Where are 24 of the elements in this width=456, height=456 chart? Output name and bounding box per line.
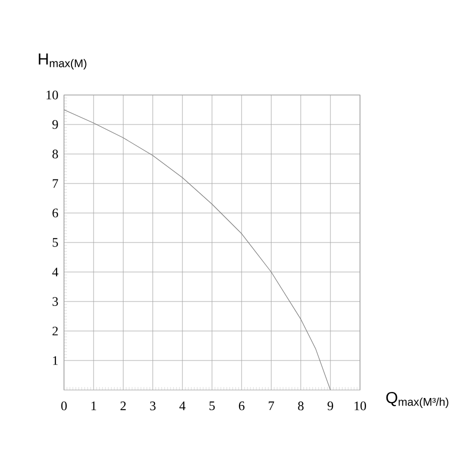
y-tick-label: 1: [53, 356, 58, 365]
x-tick-label: 1: [91, 402, 96, 410]
x-axis-title: Q$_{max(M³/h)}$: [386, 392, 448, 408]
y-tick-label: 3: [52, 297, 58, 306]
x-tick-label: 5: [210, 402, 215, 410]
y-axis-title: H$_{max(M)}$: [38, 54, 86, 70]
x-tick-label: 10: [354, 402, 366, 410]
x-tick-label: 0: [61, 402, 67, 410]
y-tick-label: 6: [52, 208, 58, 218]
x-tick-label: 2: [120, 402, 126, 410]
y-tick-label: 8: [52, 150, 58, 158]
x-tick-label: 4: [179, 402, 186, 410]
y-tick-label: 7: [52, 179, 58, 188]
x-tick-label: 8: [298, 402, 304, 410]
y-tick-label: 9: [52, 120, 58, 129]
x-tick-label: 6: [238, 402, 244, 410]
x-tick-label: 3: [150, 402, 156, 410]
y-tick-label: 2: [52, 326, 58, 336]
y-tick-label: 10: [46, 90, 58, 100]
y-tick-label: 5: [52, 238, 58, 247]
x-tick-label: 9: [328, 402, 334, 410]
y-tick-label: 4: [52, 268, 58, 276]
x-tick-label: 7: [268, 402, 274, 410]
line-series: [64, 109, 331, 390]
